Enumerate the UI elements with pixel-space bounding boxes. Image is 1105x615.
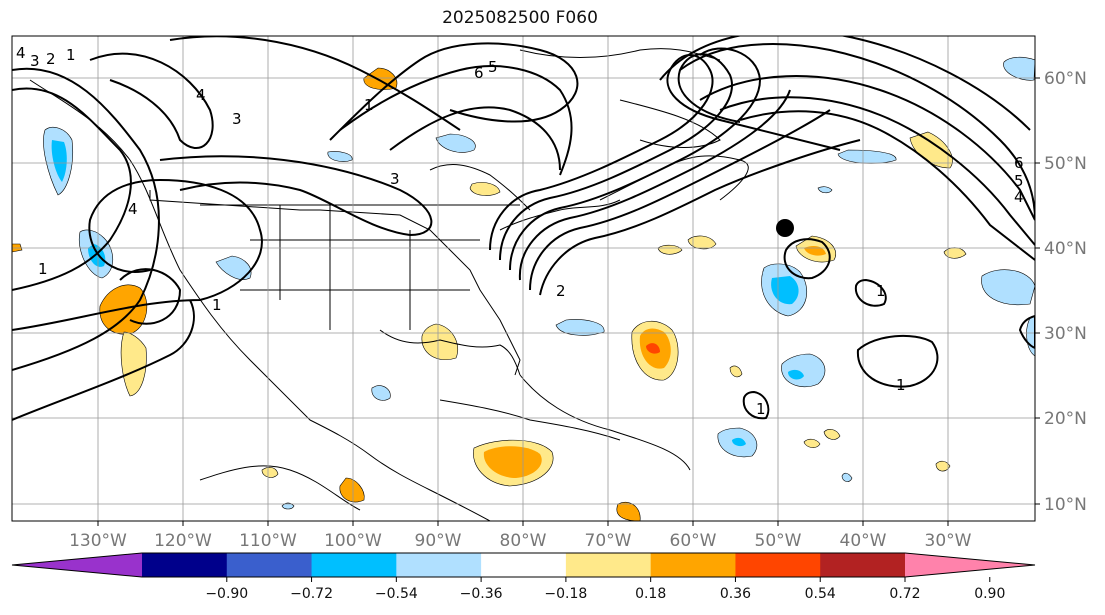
lon-label: 60°W (670, 531, 717, 551)
colorbar-tick-label: 0.36 (720, 586, 751, 602)
colorbar-tick-label: 0.90 (974, 586, 1005, 602)
contour-label: 5 (488, 58, 498, 76)
colorbar-swatch (565, 553, 652, 577)
map-area (12, 36, 1035, 521)
colorbar-extend-high (905, 553, 1035, 577)
colorbar-tick-label: −0.18 (544, 586, 587, 602)
lon-label: 50°W (755, 531, 802, 551)
colorbar-swatch (311, 553, 397, 577)
colorbar-outline (11, 552, 1036, 578)
axis-ticks (97, 77, 1040, 526)
contour-label: 1 (896, 376, 906, 394)
lat-label: 60°N (1044, 69, 1087, 89)
colorbar-extend-low (12, 553, 142, 577)
contour-labels: 4 3 2 1 6 5 4 3 1 3 2 4 1 6 5 4 1 1 1 1 (16, 44, 1024, 418)
graticule (12, 36, 1035, 521)
contour-label: 1 (66, 46, 76, 64)
contour-label: 5 (1014, 172, 1024, 190)
colorbar-swatch (481, 553, 567, 577)
colorbar-tick-label: 0.72 (889, 586, 920, 602)
contour-label: 1 (876, 282, 886, 300)
lat-label: 50°N (1044, 154, 1087, 174)
lon-label: 100°W (324, 531, 382, 551)
colorbar-tick-label: −0.54 (375, 586, 418, 602)
colorbar-swatch (735, 553, 821, 577)
lat-label: 20°N (1044, 409, 1087, 429)
contour-label: 4 (128, 200, 138, 218)
colorbar-swatch (142, 553, 228, 577)
contour-label: 6 (1014, 154, 1024, 172)
colorbar-tick-label: −0.36 (460, 586, 503, 602)
contour-label: 1 (364, 96, 374, 114)
lon-label: 30°W (925, 531, 972, 551)
contour-label: 1 (212, 296, 222, 314)
lon-label: 110°W (239, 531, 297, 551)
contour-label: 4 (196, 86, 206, 104)
lon-label: 120°W (154, 531, 212, 551)
contour-label: 4 (16, 44, 26, 62)
colorbar-tick-label: 0.54 (805, 586, 836, 602)
latitude-labels: 60°N 50°N 40°N 30°N 20°N 10°N (1044, 69, 1087, 515)
lat-label: 40°N (1044, 239, 1087, 259)
colorbar-swatch (396, 553, 482, 577)
longitude-labels: 130°W 120°W 110°W 100°W 90°W 80°W 70°W 6… (69, 531, 972, 551)
colorbar-tick-label: −0.72 (290, 586, 333, 602)
lon-label: 80°W (500, 531, 547, 551)
lon-label: 40°W (840, 531, 887, 551)
contour-label: 1 (38, 260, 48, 278)
contour-label: 2 (556, 282, 566, 300)
position-marker (776, 219, 794, 237)
colorbar: −0.90 −0.72 −0.54 −0.36 −0.18 0.18 0.36 0.54 0.7… (11, 552, 1036, 602)
contour-label: 1 (756, 400, 766, 418)
contour-label: 3 (30, 52, 40, 70)
contour-label: 3 (232, 110, 242, 128)
lon-label: 70°W (585, 531, 632, 551)
colorbar-tick-label: 0.18 (635, 586, 666, 602)
lat-label: 30°N (1044, 324, 1087, 344)
contour-label: 3 (390, 170, 400, 188)
contour-label: 2 (46, 50, 56, 68)
colorbar-swatch (820, 553, 906, 577)
lat-label: 10°N (1044, 495, 1087, 515)
colorbar-tick-label: −0.90 (205, 586, 248, 602)
colorbar-swatch (650, 553, 736, 577)
coastlines (29, 48, 749, 521)
map-title: 2025082500 F060 (442, 8, 598, 28)
lon-label: 90°W (415, 531, 462, 551)
lon-label: 130°W (69, 531, 127, 551)
contour-label: 4 (1014, 188, 1024, 206)
contour-lines (12, 36, 1035, 421)
contour-label: 6 (474, 64, 484, 82)
colorbar-swatch (226, 553, 313, 577)
negative-anomaly-shading (43, 56, 1035, 510)
